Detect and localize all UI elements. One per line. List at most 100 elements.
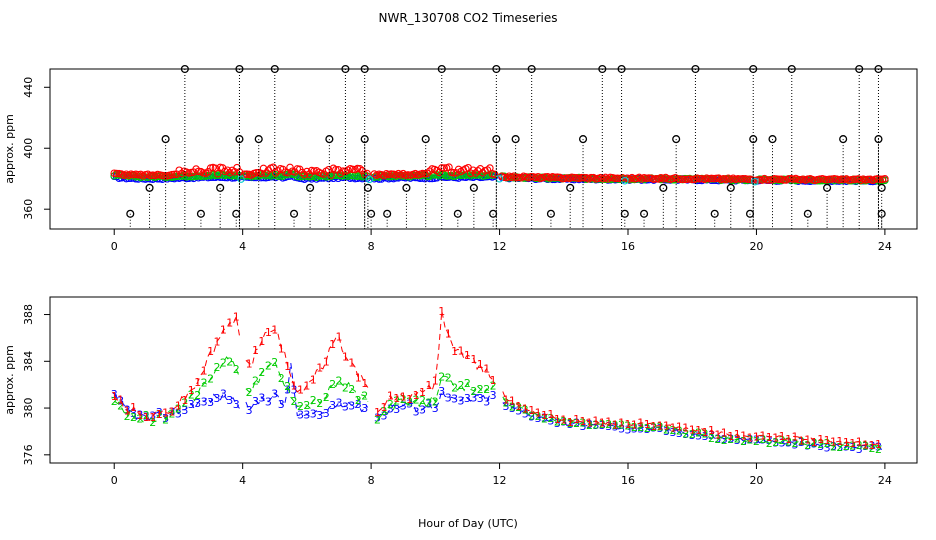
top-point-1: [404, 171, 412, 179]
series-marker-2: 2: [772, 436, 779, 449]
series-marker-2: 2: [181, 397, 188, 410]
series-marker-3: 3: [734, 434, 741, 447]
flask-point-high-13: [855, 64, 864, 74]
series-marker-1: 1: [336, 330, 343, 343]
series-marker-3: 3: [201, 396, 208, 409]
series-marker-1: 1: [650, 420, 657, 433]
flask-point-high-12: [787, 64, 796, 74]
top-point-1: [551, 173, 559, 181]
top-point-1: [849, 175, 858, 184]
flask-point-high-1: [235, 64, 244, 74]
series-marker-2: 2: [631, 421, 638, 434]
series-marker-1: 1: [297, 384, 304, 397]
series-marker-3: 3: [875, 440, 882, 453]
series-marker-2: 2: [817, 438, 824, 451]
series-marker-3: 3: [284, 384, 291, 397]
top-point-1: [642, 174, 651, 182]
top-point-1: [418, 169, 427, 178]
top-point-1: [271, 169, 280, 177]
top-point-1: [336, 169, 345, 178]
series-marker-1: 1: [348, 356, 355, 369]
series-marker-2: 2: [111, 395, 118, 408]
series-marker-2: 2: [779, 434, 786, 447]
top-point-1: [864, 175, 872, 184]
series-marker-3: 3: [451, 392, 458, 405]
series-marker-1: 1: [258, 335, 265, 348]
flask-point-mid-8: [578, 135, 588, 144]
top-point-1: [454, 165, 463, 174]
series-marker-3: 3: [637, 422, 644, 435]
top-point-1: [705, 174, 713, 183]
series-marker-2: 2: [836, 441, 843, 454]
series-marker-3: 3: [387, 402, 394, 415]
x-tick-label-0-0: 0: [111, 240, 118, 253]
series-marker-2: 2: [207, 373, 214, 386]
series-marker-2: 2: [856, 439, 863, 452]
series-marker-1: 1: [220, 324, 227, 337]
x-tick-label-0-3: 12: [493, 240, 507, 253]
series-marker-3: 3: [702, 430, 709, 443]
series-marker-3: 3: [708, 429, 715, 442]
series-marker-1: 1: [387, 389, 394, 402]
series-marker-1: 1: [265, 326, 272, 339]
series-marker-2: 2: [592, 418, 599, 431]
series-marker-1: 1: [727, 430, 734, 443]
flask-point-mid-4: [360, 135, 369, 144]
series-marker-3: 3: [214, 392, 221, 405]
series-marker-1: 1: [194, 376, 201, 389]
series-marker-1: 1: [836, 435, 843, 448]
series-marker-2: 2: [625, 420, 632, 433]
top-point-1: [710, 174, 718, 183]
series-marker-1: 1: [798, 435, 805, 448]
top-point-1: [110, 169, 118, 177]
series-marker-3: 3: [515, 405, 522, 418]
series-marker-1: 1: [438, 305, 445, 318]
series-marker-3: 3: [438, 385, 445, 398]
series-marker-2: 2: [477, 383, 484, 396]
flask-point-high-6: [492, 64, 501, 74]
series-marker-1: 1: [483, 363, 490, 376]
series-marker-3: 3: [599, 419, 606, 432]
flask-point-high-3: [341, 64, 350, 74]
series-marker-3: 3: [117, 394, 124, 407]
top-point-1: [794, 175, 802, 184]
series-marker-3: 3: [361, 402, 368, 415]
top-point-1: [161, 171, 169, 180]
series-marker-3: 3: [271, 388, 278, 401]
top-point-1: [168, 170, 176, 179]
series-marker-1: 1: [657, 420, 664, 433]
top-point-1: [683, 175, 692, 183]
series-marker-1: 1: [753, 431, 760, 444]
series-marker-1: 1: [689, 423, 696, 436]
series-marker-3: 3: [336, 396, 343, 409]
series-marker-1: 1: [676, 421, 683, 434]
series-marker-1: 1: [374, 406, 381, 419]
series-marker-2: 2: [509, 400, 516, 413]
series-marker-3: 3: [862, 440, 869, 453]
series-marker-2: 2: [336, 374, 343, 387]
series-marker-3: 3: [470, 391, 477, 404]
series-marker-3: 3: [291, 384, 298, 397]
x-tick-label-0-1: 4: [239, 240, 246, 253]
top-point-1: [146, 171, 155, 180]
flask-point-low-9: [620, 209, 629, 218]
top-point-1: [170, 170, 179, 179]
flask-point-low-7: [489, 209, 498, 218]
flask-point-high-14: [874, 64, 883, 74]
series-marker-3: 3: [753, 434, 760, 447]
x-tick-label-1-5: 20: [749, 474, 763, 487]
flask-point-high-0: [180, 64, 189, 74]
series-marker-1: 1: [612, 418, 619, 431]
flask-point-mid-9: [672, 135, 681, 144]
top-point-1: [334, 165, 342, 174]
series-marker-3: 3: [400, 400, 407, 413]
top-point-1: [577, 173, 586, 182]
series-marker-3: 3: [477, 392, 484, 405]
series-marker-2: 2: [567, 417, 574, 430]
series-marker-1: 1: [470, 353, 477, 366]
series-marker-2: 2: [348, 383, 355, 396]
flask-point-low-5: [383, 209, 392, 218]
series-marker-2: 2: [252, 374, 259, 387]
series-marker-3: 3: [836, 441, 843, 454]
series-marker-2: 2: [541, 412, 548, 425]
